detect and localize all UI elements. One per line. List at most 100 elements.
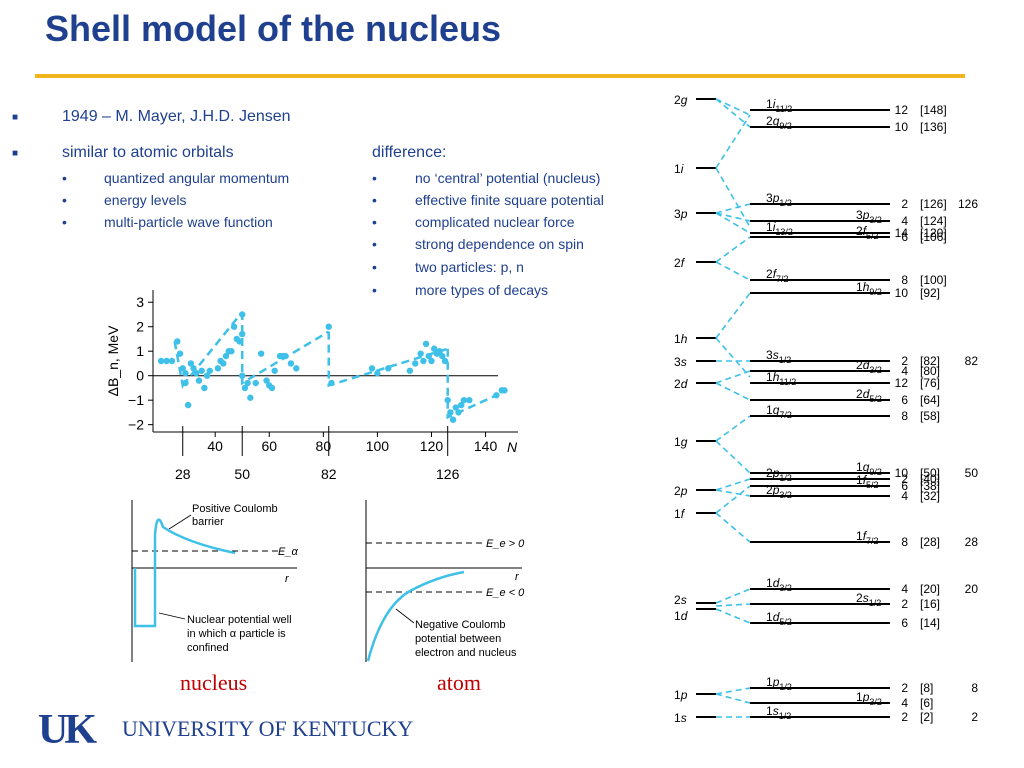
- sub-bullet-dot-icon: •: [62, 214, 67, 230]
- split-level: 1d3/2 4 [20] 20: [750, 576, 978, 596]
- magic-number-label: 126: [436, 466, 460, 482]
- data-point: [417, 350, 424, 357]
- cumulative-total: [126]: [920, 197, 947, 211]
- degeneracy: 2: [901, 710, 908, 724]
- well-callout: [158, 612, 186, 620]
- shell-level-diagram: 2g 1i 3p 2f 1h 3s 2d 1g 2p 1f 2s 1d 1p 1…: [674, 93, 979, 725]
- trend-line: [240, 312, 330, 386]
- sub-bullet-dot-icon: •: [62, 192, 67, 208]
- data-point: [206, 367, 213, 374]
- cumulative-total: [38]: [920, 479, 940, 493]
- degeneracy: 4: [901, 364, 908, 378]
- svg-text:3s: 3s: [674, 355, 687, 369]
- page-title: Shell model of the nucleus: [45, 8, 502, 49]
- data-point: [230, 323, 238, 330]
- data-point: [293, 365, 300, 372]
- data-point: [257, 350, 265, 357]
- orbital-label: 3s1/2: [766, 348, 791, 365]
- data-point: [241, 384, 249, 392]
- degeneracy: 8: [901, 409, 908, 423]
- orbital-label: 2d5/2: [856, 387, 882, 404]
- data-point: [228, 348, 235, 355]
- data-point: [444, 396, 451, 404]
- sub-bullet-dot-icon: •: [62, 170, 67, 186]
- data-point: [374, 370, 381, 377]
- x-axis-label: N: [507, 439, 518, 455]
- cumulative-total: [92]: [920, 286, 940, 300]
- data-point: [420, 357, 427, 365]
- cumulative-total: [106]: [920, 230, 947, 244]
- data-point: [214, 365, 222, 372]
- degeneracy: 12: [895, 103, 909, 117]
- data-point: [220, 360, 227, 367]
- split-level: 1i11/2 12 [148]: [750, 97, 947, 117]
- degeneracy: 12: [895, 376, 909, 390]
- orbital-label: 1g7/2: [766, 403, 792, 420]
- orbital-label: 2p3/2: [766, 483, 792, 500]
- bullet-atomic-orbitals: similar to atomic orbitals: [62, 144, 234, 161]
- bullet-square-icon: ■: [12, 148, 19, 159]
- degeneracy: 10: [895, 120, 909, 134]
- orbital-label: 1d5/2: [766, 610, 792, 627]
- data-point: [239, 311, 246, 318]
- data-point: [247, 394, 254, 401]
- data-point: [460, 396, 468, 404]
- split-level: 1p1/2 2 [8] 8: [750, 675, 978, 695]
- cumulative-total: [32]: [920, 489, 940, 503]
- degeneracy: 4: [901, 696, 908, 710]
- svg-text:1i: 1i: [674, 162, 684, 176]
- orbital-label: 1p3/2: [856, 690, 882, 707]
- y-tick-label: 3: [136, 294, 144, 310]
- svg-text:1s: 1s: [674, 711, 687, 725]
- data-point: [493, 392, 500, 399]
- data-point: [422, 340, 430, 348]
- well-label: Nuclear potential well: [187, 614, 292, 626]
- svg-text:2d: 2d: [674, 377, 688, 391]
- data-point: [449, 416, 457, 423]
- data-point: [325, 323, 332, 330]
- difference-item: two particles: p, n: [415, 259, 524, 275]
- x-tick-label: 80: [316, 438, 332, 454]
- orbital-label: 1s1/2: [766, 704, 791, 721]
- e-positive-label: E_e > 0: [486, 538, 525, 550]
- data-point: [412, 360, 419, 367]
- orbital-label: 1i11/2: [766, 97, 792, 114]
- orbital-label: 1g9/2: [856, 460, 882, 477]
- barrier-callout: [168, 514, 192, 530]
- bullet-history: 1949 – M. Mayer, J.H.D. Jensen: [62, 108, 291, 125]
- magic-number: 126: [958, 197, 978, 211]
- data-point: [271, 367, 278, 374]
- cumulative-total: [20]: [920, 582, 940, 596]
- data-point: [252, 379, 259, 387]
- trend-line: [327, 331, 449, 388]
- well-label: confined: [187, 642, 229, 654]
- difference-item: strong dependence on spin: [415, 236, 584, 252]
- cumulative-total: [64]: [920, 393, 940, 407]
- degeneracy: 4: [901, 582, 908, 596]
- well-label: in which α particle is: [187, 628, 286, 640]
- magic-number: 82: [965, 354, 979, 368]
- data-point: [428, 357, 435, 365]
- left-level: 1h: [674, 332, 716, 346]
- orbital-label: 1p1/2: [766, 675, 792, 692]
- degeneracy: 14: [895, 226, 909, 240]
- orbital-label: 2f5/2: [856, 224, 879, 241]
- svg-text:2g: 2g: [674, 93, 688, 107]
- split-level: 1f5/2 6 [38]: [750, 473, 940, 493]
- difference-item: no ‘central’ potential (nucleus): [415, 170, 601, 186]
- data-point: [452, 404, 460, 411]
- split-level: 2g9/2 10 [136]: [750, 114, 947, 134]
- data-point: [190, 365, 197, 372]
- magic-number: 2: [971, 710, 978, 724]
- sub-bullet-item: energy levels: [104, 192, 187, 208]
- degeneracy: 8: [901, 535, 908, 549]
- split-level: 1d5/2 6 [14]: [750, 610, 940, 630]
- y-tick-label: −1: [128, 392, 144, 408]
- difference-item: effective finite square potential: [415, 192, 604, 208]
- degeneracy: 2: [901, 354, 908, 368]
- coulomb-callout: [395, 608, 415, 624]
- x-tick-label: 40: [207, 438, 223, 454]
- difference-header: difference:: [372, 144, 447, 161]
- data-point: [425, 352, 432, 360]
- data-point: [193, 370, 200, 377]
